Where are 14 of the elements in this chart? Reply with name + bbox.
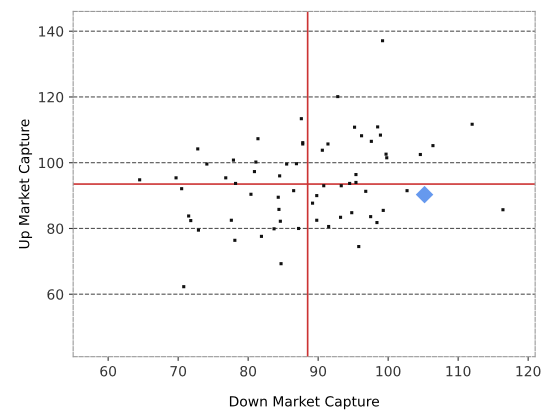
- x-tick-label: 120: [516, 366, 540, 376]
- y-tick-label: 60: [47, 289, 64, 300]
- x-tick-label: 70: [170, 366, 186, 376]
- x-axis-title: Down Market Capture: [230, 396, 379, 410]
- x-tick-label: 90: [310, 366, 326, 376]
- x-tick-label: 110: [446, 366, 470, 376]
- y-tick-label: 140: [39, 26, 64, 37]
- y-tick-label: 120: [39, 92, 64, 102]
- y-tick-label: 80: [47, 223, 64, 234]
- y-tick-label: 100: [39, 158, 64, 168]
- x-tick-label: 60: [100, 366, 116, 376]
- x-tick-label: 80: [240, 366, 256, 376]
- x-tick-label: 100: [376, 366, 400, 376]
- y-axis-title: Up Market Capture: [18, 119, 32, 248]
